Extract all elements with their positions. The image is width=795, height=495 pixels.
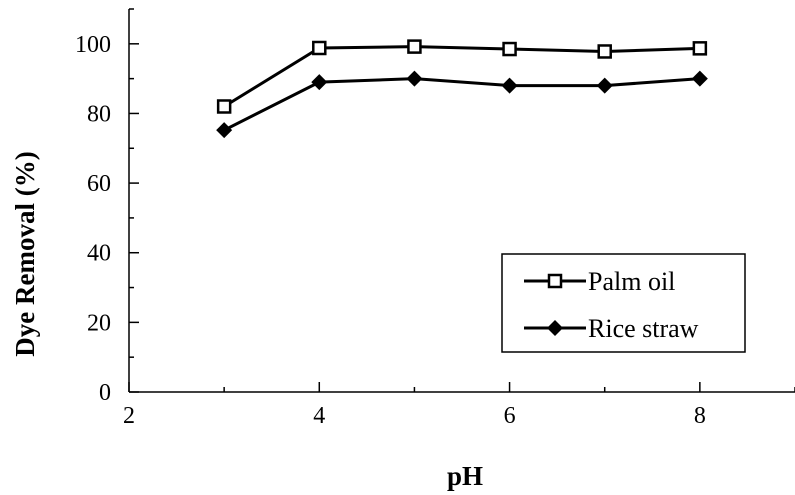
- y-axis-title: Dye Removal (%): [10, 151, 40, 356]
- legend-marker-rice-straw: [547, 320, 563, 336]
- legend-label-palm-oil: Palm oil: [588, 267, 675, 296]
- x-axis-title: pH: [447, 461, 483, 491]
- legend-label-rice-straw: Rice straw: [588, 314, 699, 343]
- legend-box: [501, 253, 746, 353]
- data-point-rice-straw: [216, 122, 233, 139]
- legend-marker-palm-oil: [547, 273, 563, 289]
- data-point-palm-oil: [216, 99, 232, 114]
- series-layer: [216, 39, 708, 139]
- series-rice-straw: [216, 70, 708, 139]
- data-point-palm-oil: [597, 44, 612, 59]
- y-tick-label: 60: [87, 171, 111, 197]
- data-point-palm-oil: [692, 41, 708, 56]
- data-point-rice-straw: [501, 77, 518, 94]
- data-point-palm-oil: [312, 40, 327, 56]
- series-palm-oil: [216, 39, 708, 114]
- y-tick-label: 100: [75, 32, 111, 58]
- data-point-palm-oil: [407, 39, 422, 54]
- legend: Palm oil Rice straw: [501, 253, 746, 353]
- x-tick-label: 2: [123, 403, 135, 429]
- data-point-rice-straw: [691, 70, 708, 87]
- y-tick-label: 40: [87, 241, 111, 267]
- x-tick-label: 6: [504, 403, 516, 429]
- y-tick-label: 80: [87, 101, 111, 127]
- series-line-rice-straw: [223, 77, 700, 132]
- y-ticks: 0 20 40 60 80 100: [75, 8, 139, 406]
- y-tick-label: 0: [99, 380, 111, 406]
- y-tick-label: 20: [87, 310, 111, 336]
- legend-entry-rice-straw: Rice straw: [524, 314, 699, 343]
- x-tick-label: 4: [313, 403, 325, 429]
- data-point-rice-straw: [406, 70, 423, 87]
- plot-area: 0 20 40 60 80 100 2 4 6 8: [75, 8, 795, 429]
- x-ticks: 2 4 6 8: [123, 382, 795, 429]
- data-point-palm-oil: [502, 41, 517, 57]
- series-line-palm-oil: [223, 45, 700, 108]
- legend-entry-palm-oil: Palm oil: [524, 267, 675, 296]
- x-tick-label: 8: [694, 403, 706, 429]
- data-point-rice-straw: [311, 74, 328, 91]
- data-point-rice-straw: [596, 77, 613, 94]
